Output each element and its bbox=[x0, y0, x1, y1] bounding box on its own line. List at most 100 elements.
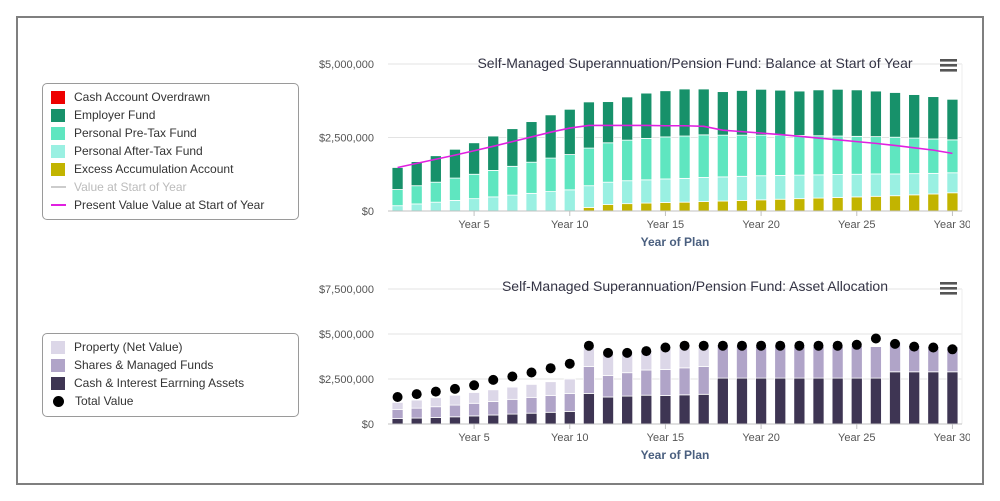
bar-shares-managed-funds[interactable] bbox=[544, 394, 557, 413]
bar-personal-after-tax-fund[interactable] bbox=[755, 175, 768, 201]
bar-personal-after-tax-fund[interactable] bbox=[449, 200, 461, 212]
total-value-point[interactable] bbox=[717, 340, 728, 351]
bar-employer-fund[interactable] bbox=[563, 108, 576, 155]
bar-personal-after-tax-fund[interactable] bbox=[850, 173, 863, 198]
bar-excess-accumulation-account[interactable] bbox=[793, 198, 806, 212]
bar-personal-pre-tax-fund[interactable] bbox=[582, 147, 595, 187]
bar-employer-fund[interactable] bbox=[659, 90, 672, 138]
bar-property-net-value[interactable] bbox=[544, 381, 557, 396]
bar-cash-interest-earrning-assets[interactable] bbox=[869, 377, 882, 425]
bar-personal-pre-tax-fund[interactable] bbox=[468, 173, 481, 200]
bar-personal-after-tax-fund[interactable] bbox=[927, 172, 940, 195]
bar-personal-pre-tax-fund[interactable] bbox=[831, 135, 844, 175]
bar-employer-fund[interactable] bbox=[927, 96, 940, 140]
bar-shares-managed-funds[interactable] bbox=[468, 402, 481, 417]
total-value-point[interactable] bbox=[775, 340, 786, 351]
bar-personal-after-tax-fund[interactable] bbox=[946, 172, 959, 194]
bar-employer-fund[interactable] bbox=[391, 167, 404, 190]
bar-personal-pre-tax-fund[interactable] bbox=[716, 134, 729, 178]
bar-cash-interest-earrning-assets[interactable] bbox=[831, 377, 844, 425]
total-value-point[interactable] bbox=[660, 342, 671, 353]
bar-cash-interest-earrning-assets[interactable] bbox=[563, 410, 576, 425]
bar-cash-interest-earrning-assets[interactable] bbox=[506, 413, 519, 425]
bar-cash-interest-earrning-assets[interactable] bbox=[793, 377, 806, 425]
legend-item-personal-after-tax-fund[interactable]: Personal After-Tax Fund bbox=[51, 142, 290, 160]
bar-personal-pre-tax-fund[interactable] bbox=[391, 189, 404, 207]
bar-shares-managed-funds[interactable] bbox=[429, 406, 442, 418]
bar-excess-accumulation-account[interactable] bbox=[678, 201, 691, 212]
bar-personal-pre-tax-fund[interactable] bbox=[774, 134, 787, 176]
bar-employer-fund[interactable] bbox=[889, 92, 901, 138]
bar-cash-interest-earrning-assets[interactable] bbox=[449, 416, 461, 425]
legend-item-employer-fund[interactable]: Employer Fund bbox=[51, 106, 290, 124]
bar-excess-accumulation-account[interactable] bbox=[640, 202, 653, 212]
total-value-point[interactable] bbox=[545, 363, 556, 374]
bar-cash-interest-earrning-assets[interactable] bbox=[487, 414, 500, 425]
total-value-point[interactable] bbox=[736, 340, 747, 351]
bar-shares-managed-funds[interactable] bbox=[850, 345, 863, 379]
total-value-point[interactable] bbox=[794, 340, 805, 351]
bar-personal-after-tax-fund[interactable] bbox=[602, 181, 614, 205]
bar-personal-after-tax-fund[interactable] bbox=[793, 174, 806, 200]
total-value-point[interactable] bbox=[449, 383, 460, 394]
bar-personal-pre-tax-fund[interactable] bbox=[621, 139, 634, 182]
bar-personal-pre-tax-fund[interactable] bbox=[889, 136, 901, 175]
bar-shares-managed-funds[interactable] bbox=[449, 404, 461, 418]
total-value-point[interactable] bbox=[469, 380, 480, 391]
bar-shares-managed-funds[interactable] bbox=[659, 369, 672, 396]
legend-item-personal-pre-tax-fund[interactable]: Personal Pre-Tax Fund bbox=[51, 124, 290, 142]
bar-excess-accumulation-account[interactable] bbox=[774, 198, 787, 212]
total-value-point[interactable] bbox=[488, 374, 499, 385]
bar-cash-interest-earrning-assets[interactable] bbox=[621, 395, 634, 425]
legend-item-present-value-value-at-start-of-year[interactable]: Present Value Value at Start of Year bbox=[51, 196, 290, 214]
bar-personal-after-tax-fund[interactable] bbox=[621, 180, 634, 205]
bar-personal-after-tax-fund[interactable] bbox=[889, 173, 901, 197]
total-value-point[interactable] bbox=[832, 340, 843, 351]
bar-personal-pre-tax-fund[interactable] bbox=[506, 165, 519, 196]
bar-employer-fund[interactable] bbox=[946, 98, 959, 141]
bar-cash-interest-earrning-assets[interactable] bbox=[525, 412, 538, 425]
bar-personal-pre-tax-fund[interactable] bbox=[927, 138, 940, 174]
bar-personal-after-tax-fund[interactable] bbox=[640, 179, 653, 204]
bar-shares-managed-funds[interactable] bbox=[582, 366, 595, 394]
hamburger-menu-icon[interactable] bbox=[940, 59, 957, 72]
bar-cash-interest-earrning-assets[interactable] bbox=[697, 393, 710, 425]
bar-employer-fund[interactable] bbox=[850, 89, 863, 137]
bar-shares-managed-funds[interactable] bbox=[525, 396, 538, 414]
bar-excess-accumulation-account[interactable] bbox=[716, 200, 729, 212]
bar-employer-fund[interactable] bbox=[468, 142, 481, 175]
bar-personal-after-tax-fund[interactable] bbox=[908, 173, 921, 196]
legend-item-total-value[interactable]: Total Value bbox=[51, 392, 290, 410]
total-value-point[interactable] bbox=[411, 389, 422, 400]
bar-shares-managed-funds[interactable] bbox=[487, 401, 500, 416]
bar-personal-pre-tax-fund[interactable] bbox=[659, 136, 672, 180]
bar-personal-pre-tax-fund[interactable] bbox=[755, 134, 768, 177]
bar-personal-after-tax-fund[interactable] bbox=[869, 173, 882, 197]
bar-cash-interest-earrning-assets[interactable] bbox=[889, 371, 901, 425]
bar-personal-pre-tax-fund[interactable] bbox=[697, 134, 710, 178]
total-value-point[interactable] bbox=[564, 358, 575, 369]
bar-personal-pre-tax-fund[interactable] bbox=[678, 135, 691, 179]
bar-personal-pre-tax-fund[interactable] bbox=[429, 181, 442, 203]
bar-cash-interest-earrning-assets[interactable] bbox=[640, 394, 653, 425]
bar-property-net-value[interactable] bbox=[468, 392, 481, 404]
bar-shares-managed-funds[interactable] bbox=[391, 409, 404, 420]
bar-cash-interest-earrning-assets[interactable] bbox=[659, 395, 672, 425]
total-value-point[interactable] bbox=[679, 340, 690, 351]
bar-personal-pre-tax-fund[interactable] bbox=[793, 135, 806, 176]
bar-shares-managed-funds[interactable] bbox=[697, 366, 710, 395]
bar-personal-pre-tax-fund[interactable] bbox=[525, 161, 538, 194]
bar-personal-after-tax-fund[interactable] bbox=[774, 175, 787, 200]
total-value-point[interactable] bbox=[928, 342, 939, 353]
bar-cash-interest-earrning-assets[interactable] bbox=[716, 377, 729, 425]
bar-shares-managed-funds[interactable] bbox=[640, 369, 653, 396]
bar-personal-after-tax-fund[interactable] bbox=[678, 177, 691, 203]
bar-employer-fund[interactable] bbox=[678, 88, 691, 137]
bar-cash-interest-earrning-assets[interactable] bbox=[908, 371, 921, 425]
bar-shares-managed-funds[interactable] bbox=[621, 372, 634, 397]
bar-excess-accumulation-account[interactable] bbox=[946, 192, 959, 212]
bar-employer-fund[interactable] bbox=[736, 90, 748, 136]
bar-cash-interest-earrning-assets[interactable] bbox=[429, 417, 442, 425]
bar-personal-after-tax-fund[interactable] bbox=[391, 205, 404, 212]
total-value-point[interactable] bbox=[526, 367, 537, 378]
